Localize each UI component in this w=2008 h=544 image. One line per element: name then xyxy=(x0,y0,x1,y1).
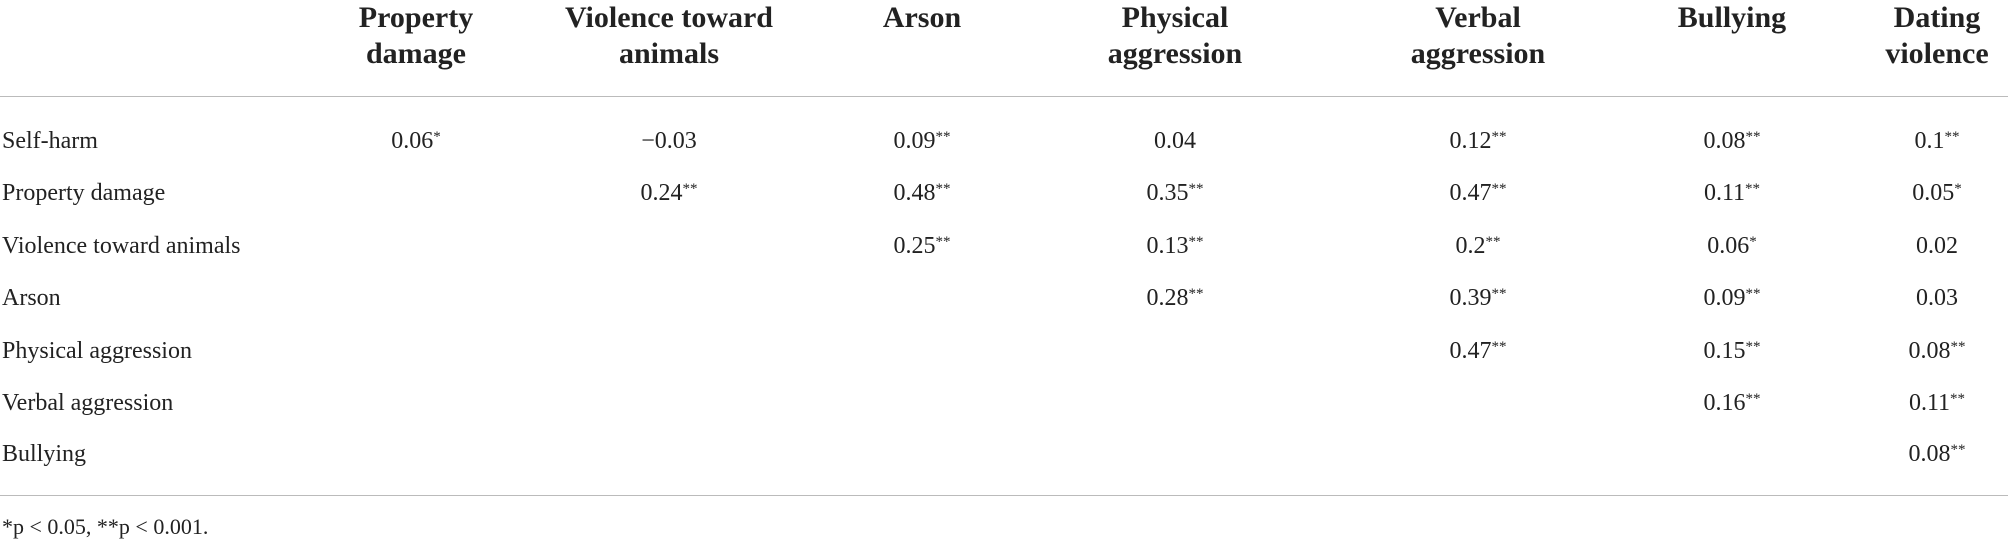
cell-value: −0.03 xyxy=(641,128,697,154)
significance-mark: * xyxy=(1954,181,1962,197)
row-label: Violence toward animals xyxy=(2,233,241,259)
table-cell: 0.47** xyxy=(1378,336,1578,366)
table-cell: 0.06* xyxy=(316,126,516,156)
significance-mark: ** xyxy=(1944,129,1960,145)
cell-value: 0.28 xyxy=(1146,285,1189,311)
significance-mark: ** xyxy=(1745,286,1761,302)
cell-value: 0.09 xyxy=(893,128,936,154)
column-header: Arson xyxy=(882,1,962,34)
cell-value: 0.05 xyxy=(1912,180,1955,206)
bottom-rule xyxy=(0,495,2008,496)
row-label: Bullying xyxy=(2,441,87,467)
table-cell: 0.39** xyxy=(1378,283,1578,313)
cell-value: 0.06 xyxy=(391,128,434,154)
significance-mark: ** xyxy=(1745,339,1761,355)
table-cell: 0.11** xyxy=(1632,178,1832,208)
cell-value: 0.04 xyxy=(1154,128,1196,154)
significance-mark: ** xyxy=(1745,129,1761,145)
column-header: Verbal aggression xyxy=(1410,1,1546,70)
table-cell: 0.08** xyxy=(1837,439,2008,469)
cell-value: 0.48 xyxy=(893,180,936,206)
footnote: *p < 0.05, **p < 0.001. xyxy=(2,514,209,539)
cell-value: 0.06 xyxy=(1707,233,1750,259)
table-cell: 0.11** xyxy=(1837,388,2008,418)
significance-mark: ** xyxy=(1485,234,1501,250)
significance-mark: ** xyxy=(1491,181,1507,197)
cell-value: 0.12 xyxy=(1449,128,1492,154)
table-cell: 0.47** xyxy=(1378,178,1578,208)
table-cell: 0.09** xyxy=(822,126,1022,156)
significance-mark: ** xyxy=(1491,286,1507,302)
significance-mark: ** xyxy=(1745,181,1761,197)
table-cell: 0.12** xyxy=(1378,126,1578,156)
table-cell: 0.05* xyxy=(1837,178,2008,208)
significance-mark: ** xyxy=(1188,181,1204,197)
table-cell: 0.13** xyxy=(1075,231,1275,261)
cell-value: 0.03 xyxy=(1916,285,1958,311)
significance-mark: ** xyxy=(1188,234,1204,250)
cell-value: 0.15 xyxy=(1703,338,1746,364)
cell-value: 0.39 xyxy=(1449,285,1492,311)
table-cell: 0.02 xyxy=(1837,231,2008,261)
row-label: Verbal aggression xyxy=(2,390,174,416)
column-header: Violence toward animals xyxy=(564,1,773,70)
table-cell: 0.1** xyxy=(1837,126,2008,156)
significance-mark: ** xyxy=(935,129,951,145)
table-cell: 0.15** xyxy=(1632,336,1832,366)
row-label: Property damage xyxy=(2,180,166,206)
cell-value: 0.47 xyxy=(1449,180,1492,206)
cell-value: 0.16 xyxy=(1703,390,1746,416)
significance-mark: ** xyxy=(1950,391,1966,407)
column-header: Bullying xyxy=(1677,1,1787,34)
cell-value: 0.35 xyxy=(1146,180,1189,206)
cell-value: 0.08 xyxy=(1908,338,1951,364)
column-header: Property damage xyxy=(358,1,474,70)
table-cell: 0.09** xyxy=(1632,283,1832,313)
cell-value: 0.13 xyxy=(1146,233,1189,259)
table-cell: 0.06* xyxy=(1632,231,1832,261)
cell-value: 0.09 xyxy=(1703,285,1746,311)
cell-value: 0.08 xyxy=(1703,128,1746,154)
table-cell: 0.48** xyxy=(822,178,1022,208)
table-cell: 0.25** xyxy=(822,231,1022,261)
cell-value: 0.47 xyxy=(1449,338,1492,364)
table-cell: 0.08** xyxy=(1632,126,1832,156)
table-cell: 0.35** xyxy=(1075,178,1275,208)
cell-value: 0.25 xyxy=(893,233,936,259)
significance-mark: ** xyxy=(935,234,951,250)
row-label: Physical aggression xyxy=(2,338,192,364)
significance-mark: * xyxy=(1749,234,1757,250)
significance-mark: ** xyxy=(935,181,951,197)
table-cell: 0.28** xyxy=(1075,283,1275,313)
column-header: Dating violence xyxy=(1885,1,1989,70)
cell-value: 0.11 xyxy=(1908,390,1951,416)
table-cell: −0.03 xyxy=(569,126,769,156)
cell-value: 0.1 xyxy=(1914,128,1945,154)
significance-mark: ** xyxy=(1745,391,1761,407)
table-cell: 0.08** xyxy=(1837,336,2008,366)
table-cell: 0.04 xyxy=(1075,126,1275,156)
significance-mark: ** xyxy=(1491,339,1507,355)
header-rule xyxy=(0,96,2008,97)
table-cell: 0.03 xyxy=(1837,283,2008,313)
cell-value: 0.24 xyxy=(640,180,683,206)
row-label: Arson xyxy=(2,285,61,311)
significance-mark: ** xyxy=(682,181,698,197)
significance-mark: * xyxy=(433,129,441,145)
significance-mark: ** xyxy=(1950,339,1966,355)
cell-value: 0.11 xyxy=(1703,180,1746,206)
cell-value: 0.2 xyxy=(1455,233,1486,259)
row-label: Self-harm xyxy=(2,128,98,154)
significance-mark: ** xyxy=(1188,286,1204,302)
table-cell: 0.2** xyxy=(1378,231,1578,261)
cell-value: 0.08 xyxy=(1908,441,1951,467)
column-header: Physical aggression xyxy=(1107,1,1243,70)
table-cell: 0.16** xyxy=(1632,388,1832,418)
significance-mark: ** xyxy=(1491,129,1507,145)
cell-value: 0.02 xyxy=(1916,233,1958,259)
table-cell: 0.24** xyxy=(569,178,769,208)
significance-mark: ** xyxy=(1950,442,1966,458)
